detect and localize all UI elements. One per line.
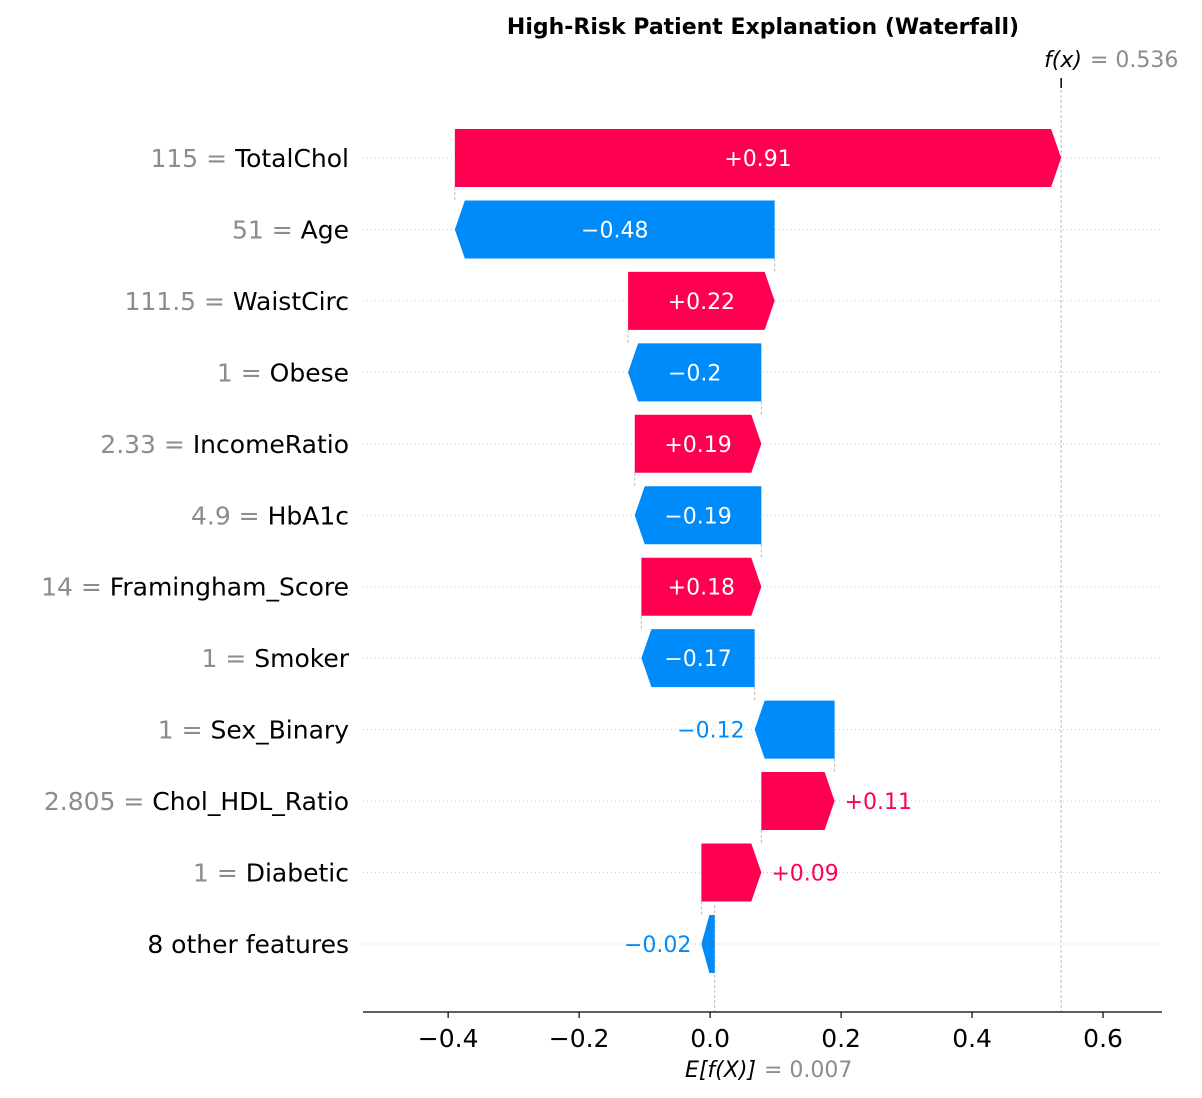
feature-value: 1 = xyxy=(193,859,246,888)
feature-label: 115 = TotalChol xyxy=(151,144,350,173)
feature-value: 1 = xyxy=(158,716,211,745)
feature-value: 115 = xyxy=(151,144,236,173)
base-label: E[f(X)] xyxy=(685,1058,756,1083)
bar-value-label: −0.12 xyxy=(677,719,744,744)
feature-label: 1 = Sex_Binary xyxy=(158,716,349,745)
bar-incomeratio xyxy=(634,414,762,473)
bar-hba1c xyxy=(634,486,762,545)
x-tick-label: 0.4 xyxy=(952,1024,992,1053)
feature-label: 8 other features xyxy=(147,930,349,959)
feature-name: 8 other features xyxy=(147,930,349,959)
feature-name: Sex_Binary xyxy=(211,716,350,745)
feature-value: 14 = xyxy=(41,573,110,602)
bar-value-label: −0.2 xyxy=(668,361,721,386)
bar-value-label: +0.18 xyxy=(668,576,735,601)
feature-value: 1 = xyxy=(217,358,270,387)
bar-sex-binary xyxy=(754,700,835,759)
feature-value: 51 = xyxy=(232,215,301,244)
output-value-annotation: f(x) = 0.536 xyxy=(1044,48,1178,73)
base-value-annotation: E[f(X)] = 0.007 xyxy=(685,1058,852,1083)
bar-smoker xyxy=(641,629,755,688)
bar-chol-hdl-ratio xyxy=(761,772,835,831)
bar-diabetic xyxy=(701,843,762,902)
bar-value-label: +0.22 xyxy=(668,290,735,315)
feature-value: 111.5 = xyxy=(124,287,232,316)
x-axis: −0.4 −0.2 0.0 0.2 0.4 0.6 xyxy=(363,1011,1162,1053)
feature-name: Diabetic xyxy=(246,859,349,888)
bar-totalchol xyxy=(454,129,1062,187)
bars-layer: +0.91 −0.48 +0.22 −0.2 +0.19 −0.19 +0.18 −0.17 −… xyxy=(454,129,1062,973)
bar-value-label: −0.19 xyxy=(664,504,731,529)
feature-name: Smoker xyxy=(254,644,349,673)
feature-labels: 115 = TotalChol 51 = Age 111.5 = WaistCirc… xyxy=(41,144,350,959)
x-tick-label: 0.2 xyxy=(821,1024,861,1053)
feature-value: 1 = xyxy=(201,644,254,673)
output-label: f(x) xyxy=(1044,48,1082,73)
feature-value: 2.805 = xyxy=(44,787,152,816)
feature-label: 1 = Diabetic xyxy=(193,859,349,888)
bar-value-label: −0.17 xyxy=(664,647,731,672)
x-tick-label: −0.4 xyxy=(418,1024,479,1053)
feature-label: 1 = Smoker xyxy=(201,644,349,673)
bar-8-other-features xyxy=(701,914,715,973)
x-tick-label: 0.6 xyxy=(1083,1024,1123,1053)
feature-value: 2.33 = xyxy=(100,430,193,459)
feature-label: 2.805 = Chol_HDL_Ratio xyxy=(44,787,349,816)
feature-name: HbA1c xyxy=(268,501,349,530)
feature-label: 2.33 = IncomeRatio xyxy=(100,430,349,459)
bar-waistcirc xyxy=(628,271,775,330)
feature-name: Age xyxy=(301,215,349,244)
bar-value-label: +0.09 xyxy=(771,862,838,887)
feature-name: TotalChol xyxy=(234,144,349,173)
feature-label: 4.9 = HbA1c xyxy=(191,501,349,530)
base-value-text: = 0.007 xyxy=(764,1058,852,1083)
feature-name: IncomeRatio xyxy=(193,430,349,459)
bar-obese xyxy=(628,343,762,402)
bar-age xyxy=(454,200,775,259)
feature-name: WaistCirc xyxy=(233,287,349,316)
bar-value-label: +0.11 xyxy=(845,790,912,815)
feature-name: Chol_HDL_Ratio xyxy=(152,787,349,816)
output-value-text: = 0.536 xyxy=(1090,48,1178,73)
bar-framingham-score xyxy=(641,557,762,616)
bar-value-label: +0.19 xyxy=(664,433,731,458)
x-tick-label: 0.0 xyxy=(690,1024,730,1053)
feature-label: 51 = Age xyxy=(232,215,349,244)
feature-name: Obese xyxy=(270,358,349,387)
bar-value-label: −0.48 xyxy=(581,218,648,243)
x-tick-label: −0.2 xyxy=(549,1024,610,1053)
feature-label: 1 = Obese xyxy=(217,358,349,387)
bar-value-label: +0.91 xyxy=(724,147,791,172)
bar-value-label: −0.02 xyxy=(624,933,691,958)
chart-title: High-Risk Patient Explanation (Waterfall… xyxy=(507,15,1019,40)
feature-label: 111.5 = WaistCirc xyxy=(124,287,349,316)
feature-value: 4.9 = xyxy=(191,501,268,530)
feature-name: Framingham_Score xyxy=(110,573,349,602)
feature-label: 14 = Framingham_Score xyxy=(41,573,349,602)
